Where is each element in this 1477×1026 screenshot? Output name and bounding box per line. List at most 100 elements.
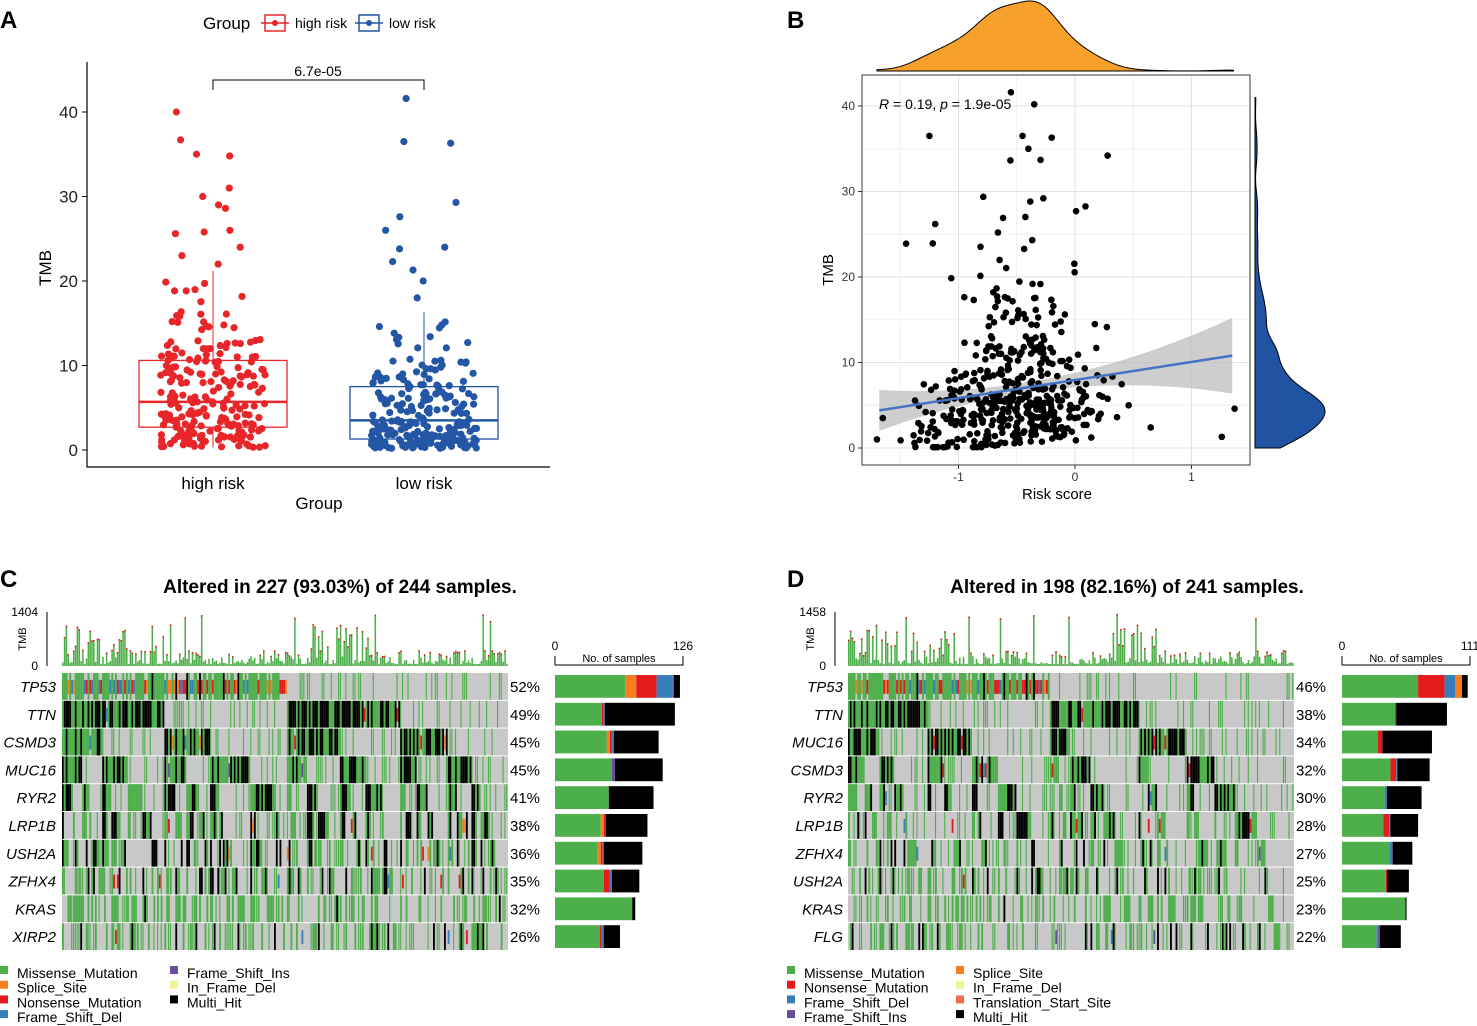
tmb-bar-segment [228,653,230,656]
tmb-bar-segment [1140,632,1142,634]
tmb-bar-segment [440,654,442,656]
mutation-cell [85,839,88,867]
mutation-cell [411,728,413,756]
mutation-cell [456,895,458,923]
mutation-cell [1262,728,1264,756]
mutation-cell [157,673,159,700]
mutation-cell [1136,923,1138,950]
mutation-cell [138,700,141,728]
tmb-bar [471,657,473,666]
data-point [427,438,435,447]
mutation-cell [1012,812,1014,839]
data-point [182,287,190,295]
tmb-bar [964,663,967,666]
data-point [433,381,441,389]
data-point [1023,409,1030,417]
tmb-bar [1036,663,1039,666]
tmb-bar-segment [886,643,889,645]
mutation-cell [1194,673,1196,700]
mutation-cell [870,784,873,811]
tmb-bar [1208,652,1211,666]
mutation-cell [149,673,152,700]
tmb-bar [275,658,278,666]
mutation-cell [339,728,341,756]
data-point [1030,100,1038,108]
sample-count-bar-nonsense_mutation [1390,758,1397,782]
data-point [400,137,408,146]
y-tick-label: 20 [842,270,856,284]
mutation-cell [464,673,466,700]
mutation-cell [970,895,972,923]
tmb-bar [301,663,303,666]
mutation-cell [471,784,474,811]
mutation-cell [374,895,377,923]
tmb-bar [1238,651,1241,666]
tmb-bar-segment [274,650,276,652]
tmb-bar [1212,657,1215,666]
bar-axis [1341,656,1471,666]
mutation-cell [927,728,930,756]
mutation-cell [369,700,371,728]
oncoplot-title: Altered in 198 (82.16%) of 241 samples. [950,577,1304,598]
data-point [255,414,263,422]
mutation-cell [925,700,928,728]
mutation-cell [888,700,891,728]
mutation-cell [1083,700,1085,728]
tmb-bar [992,654,994,666]
sample-count-bar-missense_mutation [1342,897,1406,921]
mutation-cell [1097,867,1099,895]
mutation-cell [855,784,858,811]
mutation-cell [85,679,88,694]
mutation-cell [879,784,882,811]
tmb-bar-segment [1136,624,1139,627]
mutation-cell [69,728,72,756]
tmb-bar [316,657,318,666]
oncoplot-row-background [62,839,508,867]
mutation-cell [429,812,432,839]
data-point [1008,345,1015,353]
data-point [185,356,194,364]
mutation-cell [391,700,393,728]
mutation-cell [1277,923,1280,950]
data-point [967,419,975,427]
tmb-bar [1262,663,1265,666]
mutation-cell [977,756,980,784]
mutation-cell [1208,784,1210,811]
mutation-cell [881,923,884,950]
mutation-cell [896,679,898,694]
mutation-cell [135,700,137,728]
mutation-cell [317,923,320,950]
mutation-cell [178,679,181,694]
oncoplot-row-background [62,812,508,839]
mutation-cell [851,784,854,811]
mutation-cell [1219,700,1222,728]
mutation-cell [1079,756,1082,784]
data-point [1104,395,1111,403]
tmb-bar [1034,663,1037,666]
mutation-cell [899,679,902,694]
data-point [258,384,266,392]
data-point [941,443,949,451]
mutation-cell [951,728,954,756]
mutation-cell [1260,839,1263,867]
mutation-cell [1127,839,1129,867]
mutation-cell [914,784,916,811]
mutation-cell [1075,700,1078,728]
mutation-cell [149,812,152,839]
mutation-cell [290,923,293,950]
tmb-bar-segment [74,645,77,648]
sample-count-bar-missense_mutation [1342,786,1385,809]
mutation-cell [1160,728,1163,756]
mutation-cell [1040,728,1042,756]
mutation-cell [905,923,908,950]
mutation-cell [1269,812,1272,839]
tmb-bar [897,660,900,666]
tmb-bar-segment [453,652,455,654]
mutation-cell [445,756,447,784]
tmb-bar [1097,662,1100,666]
mutation-cell [1216,756,1218,784]
tmb-bar [136,661,139,666]
mutation-cell [966,784,968,811]
mutation-cell [372,812,374,839]
mutation-cell [480,839,483,867]
